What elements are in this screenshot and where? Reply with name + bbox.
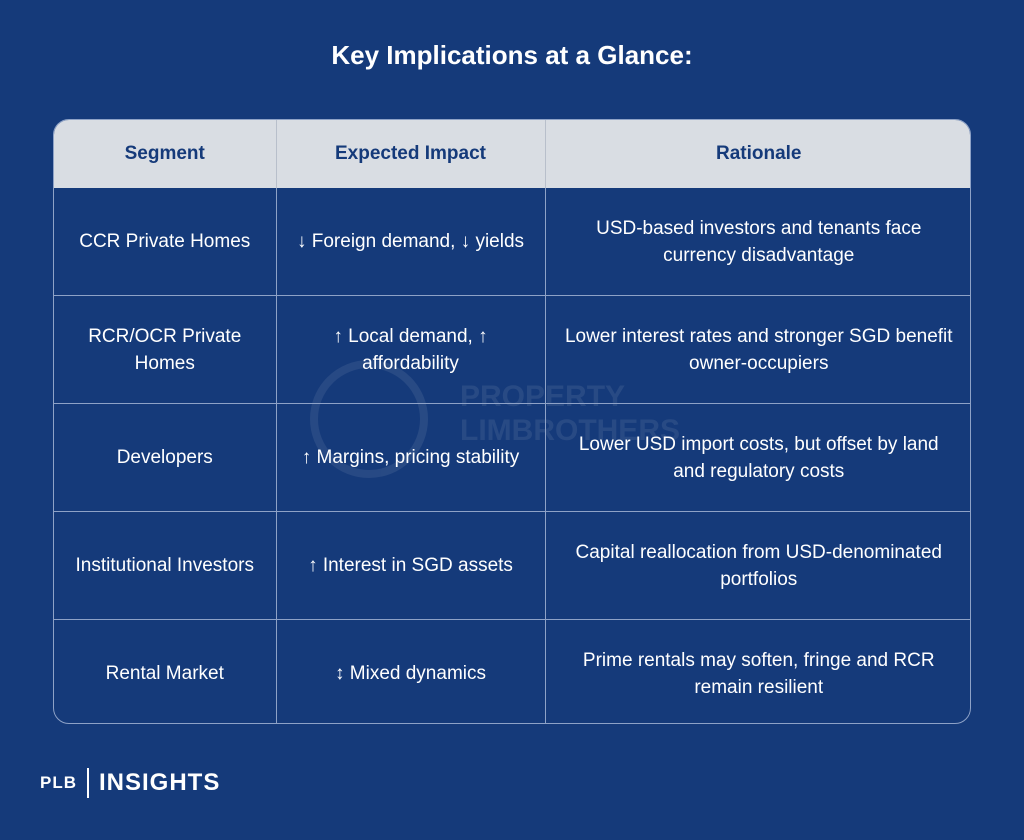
cell-rationale: Capital reallocation from USD-denominate… [545,511,970,620]
brand-plb: PLB [40,773,77,792]
cell-segment: RCR/OCR Private Homes [54,295,277,404]
brand-insights: INSIGHTS [99,769,221,796]
footer-brand: PLB INSIGHTS [40,766,220,800]
cell-impact: ↑ Interest in SGD assets [276,511,546,620]
table-row: CCR Private Homes ↓ Foreign demand, ↓ yi… [54,188,970,296]
cell-rationale: USD-based investors and tenants face cur… [596,217,922,266]
cell-segment: Rental Market [54,619,277,723]
implications-table: Segment Expected Impact Rationale CCR Pr… [53,119,971,724]
page-title: Key Implications at a Glance: [331,40,693,70]
brand-divider [87,768,89,798]
cell-rationale: Lower USD import costs, but offset by la… [545,403,970,512]
header-rationale: Rationale [545,120,970,188]
table-row: Developers ↑ Margins, pricing stability … [54,403,970,512]
cell-impact: ↓ Foreign demand, ↓ yields [276,188,546,296]
cell-rationale: Prime rentals may soften, fringe and RCR… [545,619,970,723]
table-row: Rental Market ↕ Mixed dynamics Prime ren… [54,619,970,723]
cell-impact: ↕ Mixed dynamics [276,619,546,723]
table-row: Institutional Investors ↑ Interest in SG… [54,511,970,620]
header-expected-impact: Expected Impact [276,120,546,188]
header-segment: Segment [54,120,277,188]
cell-segment: Developers [54,403,277,512]
cell-segment: CCR Private Homes [54,188,277,296]
cell-rationale: Lower interest rates and stronger SGD be… [545,295,970,404]
cell-impact: ↑ Margins, pricing stability [276,403,546,512]
cell-segment: Institutional Investors [54,511,277,620]
cell-impact: ↑ Local demand, ↑ affordability [276,295,546,404]
table-row: RCR/OCR Private Homes ↑ Local demand, ↑ … [54,295,970,404]
table-header-row: Segment Expected Impact Rationale [54,120,970,188]
